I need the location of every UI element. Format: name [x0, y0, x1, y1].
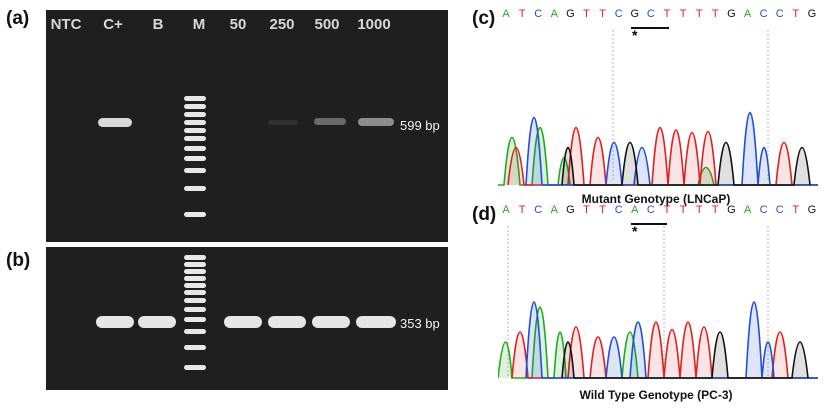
caption-c: Mutant Genotype (LNCaP)	[581, 192, 731, 206]
mutation-marker-c: *	[632, 27, 638, 43]
base-call: G	[807, 8, 817, 20]
base-call: T	[583, 204, 590, 216]
band-250-b	[268, 316, 306, 328]
base-call: G	[566, 204, 575, 216]
band-b-b	[138, 316, 176, 328]
lane-label-ntc: NTC	[50, 16, 82, 33]
mutation-marker-d: *	[632, 223, 638, 239]
band-1000-a	[358, 118, 394, 126]
band-50-b	[224, 316, 262, 328]
base-call: A	[502, 8, 510, 20]
band-cplus-b	[96, 316, 134, 328]
base-call: T	[792, 8, 800, 20]
gel-a: NTC C+ B M 50 250 500 1000	[46, 10, 448, 242]
base-call: G	[727, 204, 736, 216]
mutation-underline-c	[631, 27, 669, 29]
base-call: G	[630, 8, 640, 20]
base-call: T	[663, 204, 671, 216]
band-250-a	[268, 120, 298, 125]
base-call: C	[775, 8, 784, 20]
base-call: T	[583, 8, 590, 20]
mutation-underline-d	[631, 223, 667, 225]
base-call: A	[743, 204, 752, 216]
base-call: C	[534, 8, 543, 20]
base-call: G	[807, 204, 817, 216]
base-call: G	[566, 8, 575, 20]
base-call: T	[711, 204, 719, 216]
base-call: C	[759, 8, 768, 20]
base-call: A	[550, 8, 558, 20]
band-1000-b	[356, 316, 396, 328]
base-call: T	[679, 204, 687, 216]
base-call: A	[550, 204, 558, 216]
lane-label-b: B	[152, 16, 164, 33]
band-500-a	[314, 118, 346, 125]
gel-b	[46, 247, 448, 390]
base-call: T	[663, 8, 671, 20]
band-cplus-a	[98, 118, 132, 127]
base-call: T	[695, 8, 703, 20]
base-call: C	[614, 8, 623, 20]
base-call: C	[534, 204, 543, 216]
band-500-b	[312, 316, 350, 328]
lane-label-500: 500	[314, 16, 340, 33]
base-call: T	[695, 204, 703, 216]
panel-label-a: (a)	[6, 8, 30, 29]
base-call: T	[599, 8, 606, 20]
trace-c	[498, 30, 818, 186]
base-call: G	[727, 8, 736, 20]
lane-label-cplus: C+	[103, 16, 123, 33]
base-call: T	[711, 8, 719, 20]
lane-label-m: M	[192, 16, 206, 33]
base-call: T	[518, 8, 526, 20]
caption-d: Wild Type Genotype (PC-3)	[579, 388, 733, 402]
base-call: C	[646, 8, 655, 20]
base-call: T	[792, 204, 800, 216]
band-size-a: 599 bp	[400, 118, 440, 133]
lane-label-50: 50	[229, 16, 247, 33]
base-call: A	[743, 8, 752, 20]
base-call: T	[518, 204, 526, 216]
band-size-b: 353 bp	[400, 316, 440, 331]
base-call: A	[502, 204, 510, 216]
base-call: T	[679, 8, 687, 20]
lane-label-1000: 1000	[357, 16, 391, 33]
panel-label-b: (b)	[6, 250, 31, 271]
trace-d	[498, 226, 818, 379]
lane-label-250: 250	[269, 16, 295, 33]
base-call: C	[614, 204, 623, 216]
base-call: A	[631, 204, 639, 216]
panel-label-c: (c)	[472, 8, 496, 29]
base-call: C	[775, 204, 784, 216]
panel-label-d: (d)	[472, 204, 497, 225]
base-call: T	[599, 204, 606, 216]
base-call: C	[759, 204, 768, 216]
base-call: C	[646, 204, 655, 216]
